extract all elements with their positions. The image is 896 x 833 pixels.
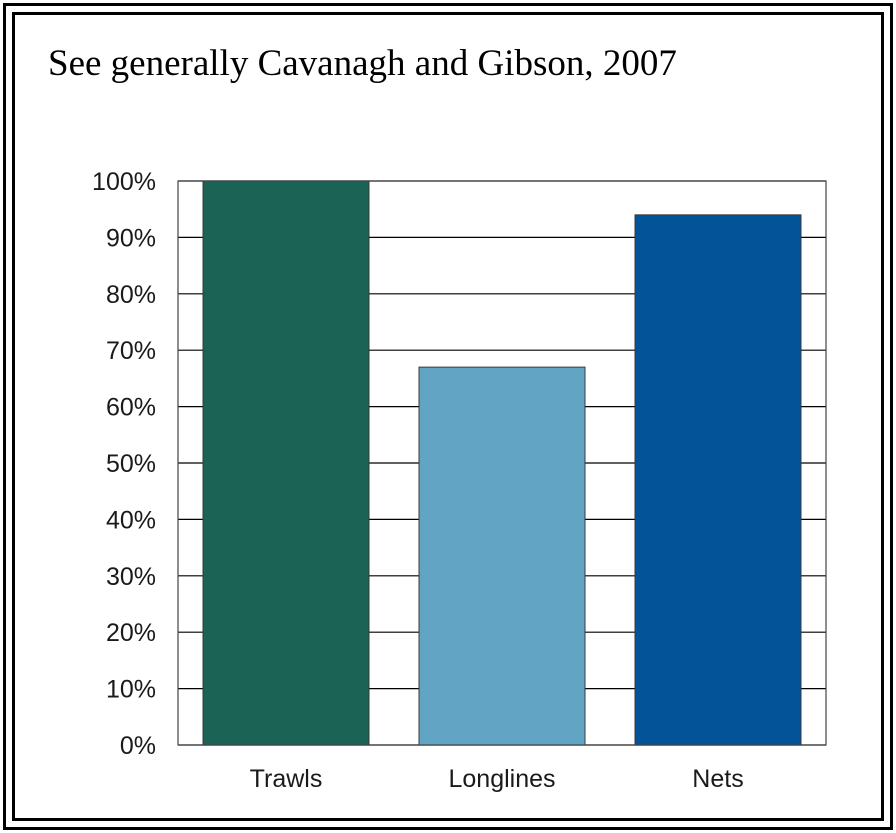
y-tick-label: 70% bbox=[106, 337, 156, 365]
x-category-label: Trawls bbox=[250, 765, 323, 793]
bar bbox=[634, 214, 802, 746]
y-tick-label: 30% bbox=[106, 563, 156, 591]
bar bbox=[418, 366, 586, 746]
plot-area-border bbox=[177, 180, 827, 746]
x-category-label: Longlines bbox=[448, 765, 555, 793]
y-tick-label: 20% bbox=[106, 619, 156, 647]
bar bbox=[202, 180, 370, 746]
y-tick-label: 10% bbox=[106, 676, 156, 704]
y-tick-label: 50% bbox=[106, 450, 156, 478]
inner-border bbox=[12, 12, 884, 821]
x-category-label: Nets bbox=[692, 765, 743, 793]
y-tick-label: 100% bbox=[92, 168, 156, 196]
y-tick-label: 40% bbox=[106, 506, 156, 534]
chart-title: See generally Cavanagh and Gibson, 2007 bbox=[48, 43, 677, 84]
outer-border bbox=[3, 3, 893, 830]
y-tick-label: 80% bbox=[106, 281, 156, 309]
y-tick-label: 60% bbox=[106, 394, 156, 422]
y-tick-label: 90% bbox=[106, 224, 156, 252]
y-tick-label: 0% bbox=[120, 732, 156, 760]
